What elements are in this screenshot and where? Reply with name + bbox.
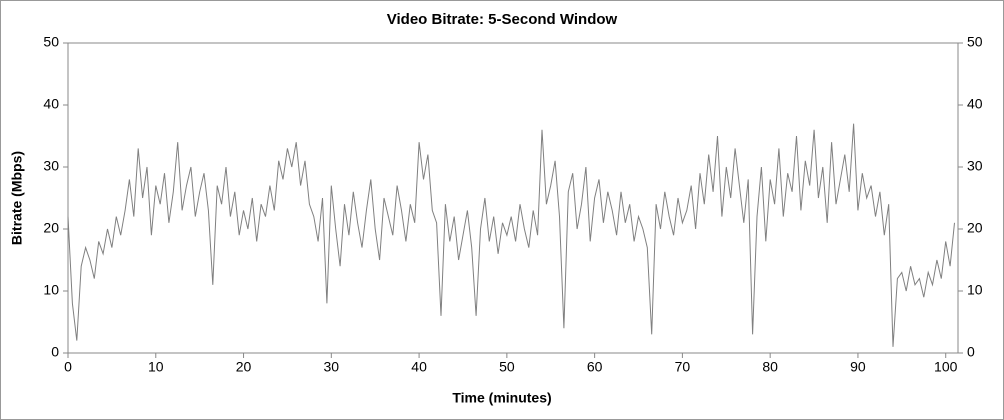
x-tick-label: 40 [411,359,427,375]
x-tick-label: 60 [587,359,603,375]
y2-tick-label: 50 [967,34,983,50]
y2-tick-label: 0 [967,344,975,360]
x-tick-label: 90 [850,359,866,375]
x-tick-label: 100 [934,359,958,375]
chart-title: Video Bitrate: 5-Second Window [387,11,618,28]
y-axis-label: Bitrate (Mbps) [9,151,25,245]
x-tick-label: 80 [762,359,778,375]
y-tick-label: 20 [43,220,59,236]
y2-tick-label: 30 [967,158,983,174]
x-tick-label: 30 [324,359,340,375]
y-tick-label: 50 [43,34,59,50]
x-tick-label: 20 [236,359,252,375]
plot-area [67,42,959,354]
y2-tick-label: 10 [967,282,983,298]
y2-tick-label: 40 [967,96,983,112]
x-tick-label: 70 [675,359,691,375]
y-tick-label: 40 [43,96,59,112]
y-tick-label: 0 [51,344,59,360]
x-axis-label: Time (minutes) [452,390,551,406]
y-tick-label: 30 [43,158,59,174]
y2-tick-label: 20 [967,220,983,236]
x-tick-label: 50 [499,359,515,375]
x-tick-label: 10 [148,359,164,375]
y-tick-label: 10 [43,282,59,298]
x-tick-label: 0 [64,359,72,375]
bitrate-line [67,123,955,347]
